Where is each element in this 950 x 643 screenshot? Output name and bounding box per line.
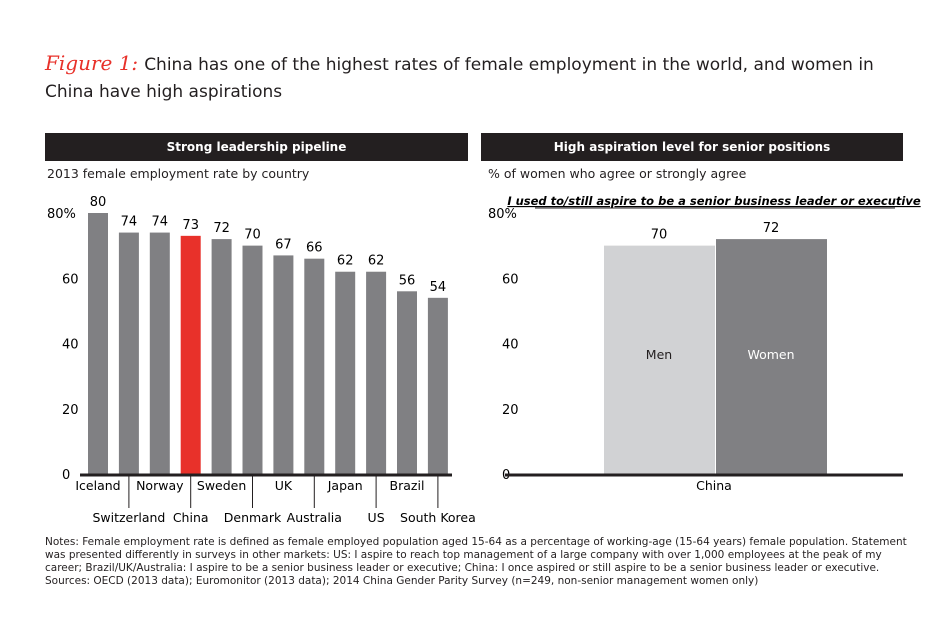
x-tick-label: UK bbox=[275, 478, 293, 493]
sources-text: Sources: OECD (2013 data); Euromonitor (… bbox=[45, 575, 759, 587]
bar-japan bbox=[335, 271, 356, 474]
y-tick-label: 80% bbox=[47, 207, 76, 222]
bar-us bbox=[366, 271, 387, 474]
figure-title-text: China has one of the highest rates of fe… bbox=[45, 55, 874, 102]
bar-south-korea bbox=[427, 297, 448, 474]
data-label: 62 bbox=[368, 254, 385, 269]
x-tick-label: Iceland bbox=[75, 478, 120, 493]
data-label: 54 bbox=[430, 280, 447, 295]
data-label: 72 bbox=[213, 221, 230, 236]
data-label: 74 bbox=[121, 215, 138, 230]
right-chart-annotation: I used to/still aspire to be a senior bu… bbox=[507, 194, 921, 208]
data-label: 73 bbox=[182, 218, 199, 233]
y-tick-label: 40 bbox=[502, 338, 519, 353]
data-label: 66 bbox=[306, 241, 323, 256]
x-tick-label: China bbox=[696, 478, 732, 493]
y-tick-label: 0 bbox=[62, 468, 70, 483]
data-label: 67 bbox=[275, 237, 292, 252]
data-label: 72 bbox=[763, 221, 780, 236]
series-label: Men bbox=[646, 347, 672, 362]
data-label: 80 bbox=[90, 195, 107, 210]
y-tick-label: 40 bbox=[62, 338, 79, 353]
figure-title: Figure 1: China has one of the highest ra… bbox=[45, 50, 915, 106]
bar-switzerland bbox=[118, 232, 139, 474]
x-tick-label: Japan bbox=[327, 478, 363, 493]
left-chart-subtitle: 2013 female employment rate by country bbox=[47, 166, 310, 181]
x-tick-label: Switzerland bbox=[92, 510, 165, 525]
y-tick-label: 20 bbox=[62, 403, 79, 418]
data-label: 74 bbox=[152, 215, 169, 230]
x-tick-label: Sweden bbox=[197, 478, 246, 493]
bar-men bbox=[604, 245, 715, 474]
y-tick-label: 60 bbox=[502, 272, 519, 287]
series-label: Women bbox=[747, 347, 794, 362]
y-tick-label: 80% bbox=[488, 207, 517, 222]
bar-women bbox=[716, 239, 827, 474]
x-tick-label: US bbox=[368, 510, 385, 525]
bar-china bbox=[180, 235, 201, 474]
x-tick-label: China bbox=[173, 510, 209, 525]
data-label: 70 bbox=[651, 228, 668, 243]
bar-brazil bbox=[397, 291, 417, 474]
data-label: 62 bbox=[337, 254, 354, 269]
x-tick-label: Brazil bbox=[390, 478, 425, 493]
x-tick-label: Norway bbox=[136, 478, 184, 493]
y-tick-label: 60 bbox=[62, 272, 79, 287]
x-tick-label: Australia bbox=[287, 510, 342, 525]
y-tick-label: 20 bbox=[502, 403, 519, 418]
notes: Notes: Female employment rate is defined… bbox=[45, 536, 915, 588]
data-label: 70 bbox=[244, 228, 261, 243]
figure-label: Figure 1: bbox=[45, 51, 139, 75]
bar-norway bbox=[149, 232, 170, 474]
notes-text: Notes: Female employment rate is defined… bbox=[45, 536, 907, 574]
data-label: 56 bbox=[399, 273, 416, 288]
bar-australia bbox=[304, 258, 325, 474]
bar-denmark bbox=[242, 245, 263, 474]
left-chart-header: Strong leadership pipeline bbox=[45, 133, 468, 161]
right-chart-header: High aspiration level for senior positio… bbox=[481, 133, 903, 161]
bar-sweden bbox=[211, 239, 232, 474]
bar-iceland bbox=[88, 213, 108, 474]
right-chart-subtitle: % of women who agree or strongly agree bbox=[488, 166, 747, 181]
x-tick-label: South Korea bbox=[400, 510, 476, 525]
bar-uk bbox=[273, 255, 294, 474]
x-tick-label: Denmark bbox=[224, 510, 282, 525]
